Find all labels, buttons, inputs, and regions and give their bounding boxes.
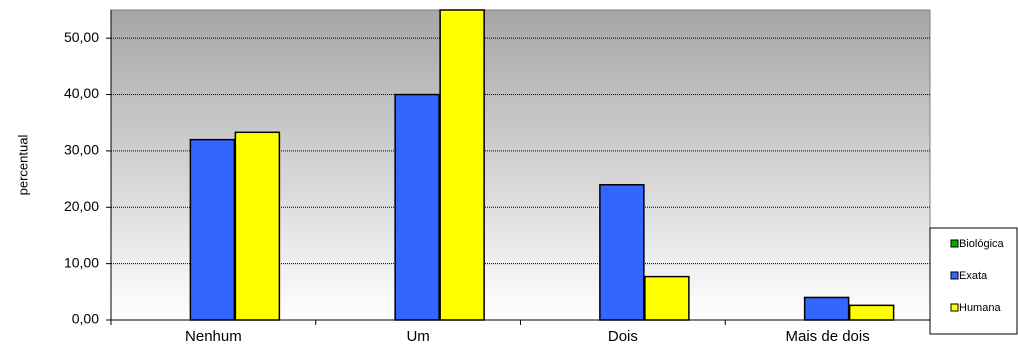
legend-label: Exata [959, 270, 988, 282]
bar-exata-3 [803, 296, 850, 321]
x-tick-label: Dois [608, 328, 638, 345]
bars [189, 9, 895, 321]
legend-label: Biológica [959, 238, 1005, 250]
y-tick-label: 30,00 [64, 142, 99, 158]
y-tick-labels: 0,00 10,00 20,00 30,00 40,00 50,00 [64, 29, 99, 327]
legend-swatch-biológica [950, 239, 959, 248]
legend-swatch-exata [950, 271, 959, 280]
bar-humana-2 [644, 275, 690, 321]
bar-humana-3 [848, 304, 895, 321]
legend-items: Biológica Exata Humana [950, 238, 1005, 314]
y-axis-title: percentual [15, 135, 30, 196]
y-tick-label: 20,00 [64, 198, 99, 214]
x-tick-label: Um [406, 328, 429, 345]
x-tick-labels: Nenhum Um Dois Mais de dois [185, 328, 870, 345]
legend-label: Humana [959, 302, 1001, 314]
bar-humana-0 [234, 131, 281, 321]
legend: Biológica Exata Humana [929, 227, 1018, 335]
x-tick-label: Nenhum [185, 328, 242, 345]
legend-swatch-humana [950, 303, 959, 312]
axes [106, 10, 931, 325]
legend-box [929, 227, 1018, 335]
x-tick-label: Mais de dois [786, 328, 870, 345]
bar-exata-2 [599, 183, 645, 321]
y-tick-label: 50,00 [64, 29, 99, 45]
bar-humana-1 [439, 9, 485, 321]
bar-exata-0 [189, 138, 236, 321]
y-tick-label: 40,00 [64, 85, 99, 101]
y-tick-label: 0,00 [72, 311, 99, 327]
y-tick-label: 10,00 [64, 254, 99, 270]
bar-exata-1 [394, 93, 440, 321]
